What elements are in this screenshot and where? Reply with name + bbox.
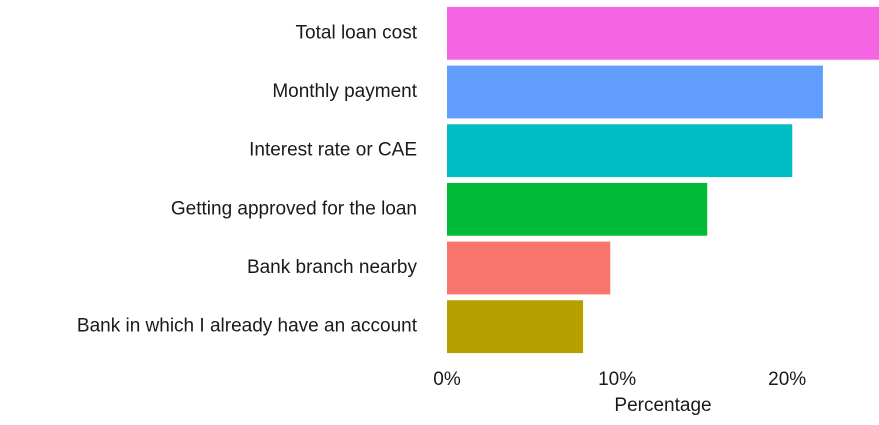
x-axis-title: Percentage: [614, 395, 711, 416]
bar: [447, 241, 611, 295]
y-tick-label: Interest rate or CAE: [249, 140, 417, 161]
y-tick-label: Bank in which I already have an account: [77, 316, 418, 337]
bar: [447, 6, 879, 60]
x-tick-label: 10%: [598, 369, 636, 390]
y-tick-label: Bank branch nearby: [247, 257, 418, 278]
x-tick-label: 0%: [433, 369, 461, 390]
bar: [447, 65, 823, 119]
y-tick-label: Total loan cost: [296, 22, 418, 43]
bar: [447, 300, 584, 354]
y-tick-label: Monthly payment: [272, 81, 417, 102]
x-tick-label: 20%: [768, 369, 806, 390]
bar: [447, 182, 708, 236]
bar: [447, 124, 793, 178]
y-tick-label: Getting approved for the loan: [171, 198, 417, 219]
